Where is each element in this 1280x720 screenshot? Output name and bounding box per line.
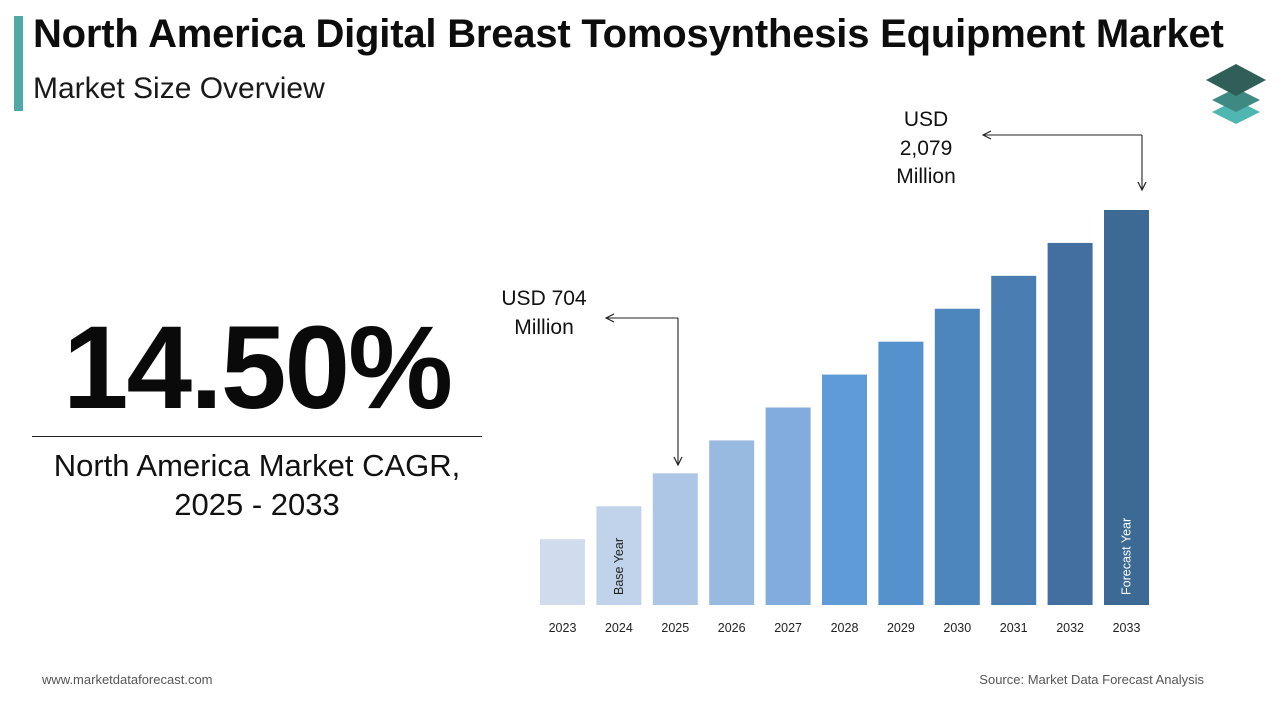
x-tick-2031: 2031 (1000, 621, 1028, 635)
cagr-label-line2: 2025 - 2033 (174, 487, 340, 522)
source-note: Source: Market Data Forecast Analysis (979, 672, 1204, 687)
bar-2029 (878, 341, 924, 605)
page-title: North America Digital Breast Tomosynthes… (33, 12, 1224, 56)
bar-2028 (822, 374, 867, 605)
cagr-label-line1: North America Market CAGR, (53, 448, 461, 483)
x-tick-2033: 2033 (1113, 621, 1141, 635)
end-value-line2: 2,079 (900, 137, 953, 160)
x-tick-2030: 2030 (943, 621, 971, 635)
bar-label-2033: Forecast Year (1120, 518, 1134, 595)
company-logo-icon (1206, 64, 1266, 124)
bar-2031 (991, 275, 1037, 605)
website-url: www.marketdataforecast.com (42, 672, 213, 687)
start-value-line1: USD 704 (501, 287, 587, 310)
title-accent-bar (14, 16, 23, 111)
bar-2026 (709, 440, 755, 605)
x-tick-2024: 2024 (605, 621, 633, 635)
bar-2027 (765, 407, 811, 605)
bar-label-2024: Base Year (612, 538, 626, 595)
cagr-value: 14.50% (62, 302, 453, 434)
cagr-label: North America Market CAGR, 2025 - 2033 (22, 446, 492, 524)
bar-2032 (1047, 242, 1093, 605)
x-tick-2027: 2027 (774, 621, 802, 635)
bar-2024 (596, 506, 642, 605)
end-value-line3: Million (896, 165, 956, 188)
end-value-line1: USD (904, 108, 948, 131)
x-tick-2026: 2026 (718, 621, 746, 635)
cagr-divider (32, 436, 482, 437)
x-tick-2029: 2029 (887, 621, 915, 635)
bar-2033 (1104, 210, 1149, 605)
bar-2023 (540, 539, 585, 605)
x-tick-2023: 2023 (549, 621, 577, 635)
start-value-line2: Million (514, 316, 574, 339)
bar-2025 (652, 473, 698, 605)
page-subtitle: Market Size Overview (33, 72, 325, 105)
x-tick-2025: 2025 (661, 621, 689, 635)
x-tick-2032: 2032 (1056, 621, 1084, 635)
x-tick-2028: 2028 (831, 621, 859, 635)
bar-2030 (934, 308, 980, 605)
